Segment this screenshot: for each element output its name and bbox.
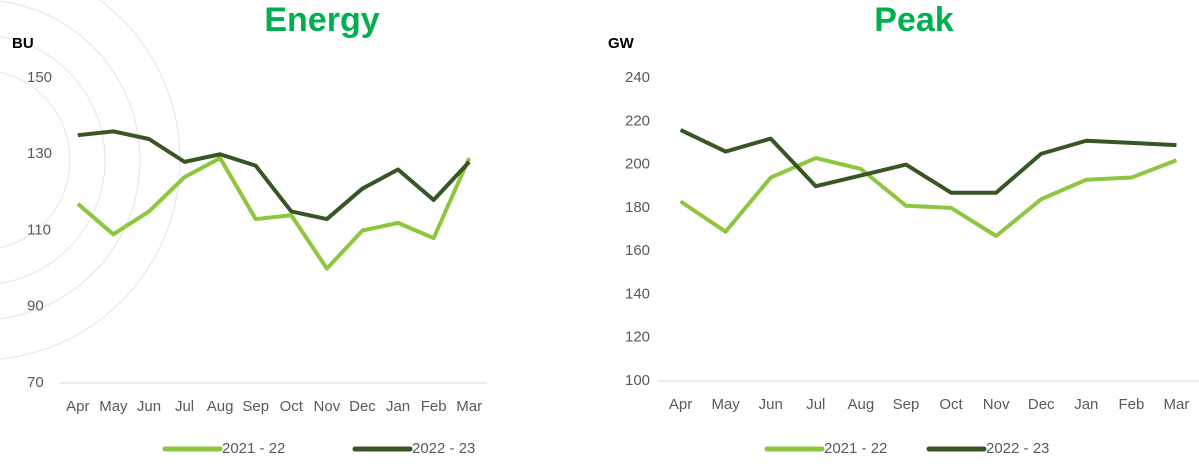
y-tick-label: 140 — [625, 285, 650, 302]
x-tick-label: Jan — [1074, 396, 1098, 413]
y-tick-label: 150 — [27, 69, 52, 86]
x-tick-label: Mar — [456, 398, 482, 415]
x-tick-label: Nov — [314, 398, 341, 415]
legend-label: 2022 - 23 — [986, 440, 1049, 457]
y-tick-label: 100 — [625, 372, 650, 389]
y-tick-label: 110 — [27, 221, 51, 238]
x-tick-label: Oct — [939, 396, 963, 413]
legend-label: 2021 - 22 — [222, 440, 285, 457]
y-tick-label: 180 — [625, 199, 650, 216]
series-line — [679, 156, 1178, 238]
y-axis-label: GW — [608, 35, 635, 52]
y-tick-label: 70 — [27, 374, 44, 391]
x-tick-label: Feb — [1118, 396, 1144, 413]
y-tick-label: 220 — [625, 112, 650, 129]
legend-label: 2022 - 23 — [412, 440, 475, 457]
chart-title: Peak — [874, 1, 953, 39]
x-tick-label: Sep — [893, 396, 920, 413]
x-tick-label: Aug — [848, 396, 875, 413]
y-axis-label: BU — [12, 35, 34, 52]
x-tick-label: Apr — [669, 396, 692, 413]
chart-title: Energy — [264, 1, 379, 39]
x-tick-label: Aug — [207, 398, 234, 415]
x-tick-label: May — [711, 396, 740, 413]
x-tick-label: Jun — [137, 398, 161, 415]
y-tick-label: 200 — [625, 156, 650, 173]
x-tick-label: Nov — [983, 396, 1010, 413]
y-tick-label: 240 — [625, 69, 650, 86]
legend-label: 2021 - 22 — [824, 440, 887, 457]
y-tick-label: 90 — [27, 298, 44, 315]
x-tick-label: Jul — [806, 396, 825, 413]
x-tick-label: Apr — [66, 398, 89, 415]
y-tick-label: 120 — [625, 329, 650, 346]
x-tick-label: Dec — [349, 398, 376, 415]
x-tick-label: Dec — [1028, 396, 1055, 413]
x-tick-label: Mar — [1164, 396, 1190, 413]
x-tick-label: Jul — [175, 398, 194, 415]
y-tick-label: 130 — [27, 145, 52, 162]
series-line — [76, 156, 472, 271]
x-tick-label: Oct — [280, 398, 304, 415]
x-tick-label: Jan — [386, 398, 410, 415]
x-tick-label: Jun — [759, 396, 783, 413]
series-line — [679, 128, 1177, 195]
x-tick-label: May — [99, 398, 128, 415]
series-line — [77, 129, 471, 222]
x-tick-label: Sep — [242, 398, 269, 415]
y-tick-label: 160 — [625, 242, 650, 259]
x-tick-label: Feb — [421, 398, 447, 415]
